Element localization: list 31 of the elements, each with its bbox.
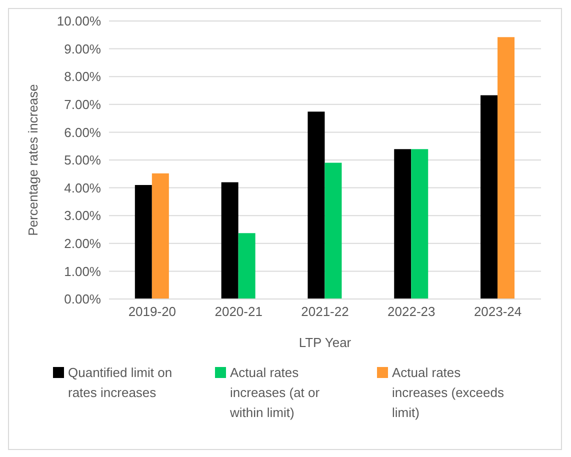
x-tick-label: 2019-20: [128, 304, 176, 320]
y-tick-label: 4.00%: [64, 180, 102, 196]
bar: [394, 149, 412, 299]
y-tick-label: 6.00%: [64, 124, 102, 140]
legend-label: Quantified limit on rates increases: [68, 364, 174, 402]
bar: [324, 162, 342, 299]
x-tick-label: 2022-23: [388, 304, 436, 320]
y-axis-title: Percentage rates increase: [26, 84, 41, 236]
y-tick-label: 0.00%: [64, 292, 102, 307]
y-tick-label: 1.00%: [64, 264, 102, 279]
legend-label: Actual rates increases (at or within limit): [230, 364, 321, 422]
bar: [480, 95, 498, 299]
y-tick-label: 7.00%: [64, 97, 102, 112]
bar: [308, 112, 325, 299]
bar: [152, 173, 169, 299]
bar: [221, 182, 238, 299]
y-tick-label: 3.00%: [64, 208, 102, 224]
y-tick-label: 10.00%: [56, 14, 102, 29]
y-tick-label: 8.00%: [64, 69, 102, 84]
y-tick-label: 9.00%: [64, 41, 102, 56]
y-tick-label: 2.00%: [64, 236, 102, 252]
bar: [238, 233, 256, 299]
y-tick-label: 5.00%: [64, 152, 102, 168]
x-tick-label: 2021-22: [301, 304, 349, 320]
bar: [134, 185, 152, 299]
bar: [411, 149, 428, 299]
bar: [498, 37, 515, 299]
x-axis-title: LTP Year: [298, 335, 352, 350]
x-tick-label: 2023-24: [474, 304, 522, 320]
x-tick-label: 2020-21: [214, 304, 262, 320]
legend-label: Actual rates increases (exceeds limit): [392, 364, 505, 422]
